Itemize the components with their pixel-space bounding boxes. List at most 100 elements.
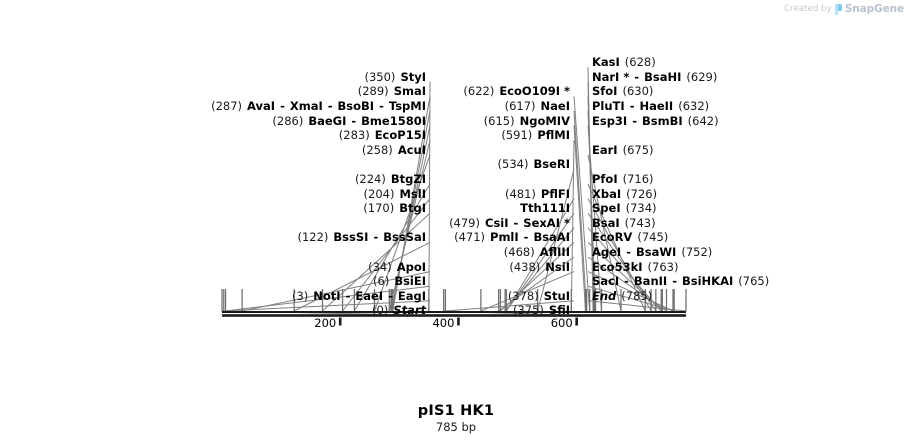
site-label-481-21[interactable]: (481) PflFI [0,186,570,201]
enzyme-name[interactable]: ApoI [396,259,426,274]
enzyme-name[interactable]: SfiI [548,303,570,318]
site-label-617-25[interactable]: (617) NaeI [0,100,570,113]
enzyme-name[interactable]: BsaAI [533,230,570,245]
site-label-726-34[interactable]: XbaI (726) [592,186,657,201]
enzyme-name[interactable]: Bme1580I [361,113,426,128]
site-label-438-16[interactable]: (438) NsiI [0,259,570,274]
enzyme-name[interactable]: SmaI [393,84,426,99]
site-label-468-17[interactable]: (468) AflIII [0,246,570,259]
enzyme-name[interactable]: BanII [633,274,668,289]
enzyme-name[interactable]: StuI [543,288,570,303]
site-label-675-32[interactable]: EarI (675) [592,142,654,157]
site-label-630-29[interactable]: SfoI (630) [592,85,653,98]
enzyme-name[interactable]: PflFI [540,186,570,201]
enzyme-name[interactable]: AcuI [397,142,426,157]
site-label-0-0[interactable]: (0) Start [0,304,426,317]
site-label-629-28[interactable]: NarI * - BsaHI (629) [592,69,717,84]
site-label-743-36[interactable]: BsaI (743) [592,215,656,230]
site-label-471-18[interactable]: (471) PmlI - BsaAI [0,231,570,244]
enzyme-name[interactable]: SfoI [592,84,618,99]
enzyme-name[interactable]: SexAI * [523,215,570,230]
enzyme-name[interactable]: NgoMIV [519,113,570,128]
enzyme-name[interactable]: BsmBI [642,113,683,128]
enzyme-name[interactable]: BsiEI [394,274,426,289]
enzyme-name[interactable]: EagI [397,288,426,303]
enzyme-name[interactable]: Start [393,303,426,318]
enzyme-name[interactable]: BsaI [592,215,620,230]
site-label-479-19[interactable]: (479) CsiI - SexAI * [0,215,570,230]
enzyme-name[interactable]: BtgZI [390,172,426,186]
enzyme-name[interactable]: PfoI [592,172,618,186]
site-label-745-37[interactable]: EcoRV (745) [592,231,668,244]
enzyme-name[interactable]: EaeI [355,288,384,303]
site-label-34-3[interactable]: (34) ApoI [0,259,426,274]
site-label-763-39[interactable]: Eco53kI (763) [592,259,678,274]
enzyme-name[interactable]: NarI * [592,69,630,84]
site-label-378-15[interactable]: (378) StuI [0,288,570,303]
site-label-765-40[interactable]: SacI - BanII - BsiHKAI (765) [592,275,769,288]
site-label-375-14[interactable]: (375) SfiI [0,304,570,317]
site-label-785-41[interactable]: End (785) [592,288,652,303]
enzyme-name[interactable]: Esp3I [592,113,628,128]
enzyme-name[interactable]: BssSI [333,230,369,245]
site-label-286-10[interactable]: (286) BaeGI - Bme1580I [0,113,426,128]
site-label-628-27[interactable]: KasI (628) [592,56,656,69]
site-label-752-38[interactable]: AgeI - BsaWI (752) [592,246,712,259]
enzyme-name[interactable]: BsaWI [636,245,677,259]
site-label-289-12[interactable]: (289) SmaI [0,85,426,98]
site-label-734-35[interactable]: SpeI (734) [592,202,657,215]
enzyme-name[interactable]: SpeI [592,201,621,216]
enzyme-name[interactable]: PluTI [592,99,625,113]
enzyme-name[interactable]: End [592,288,617,303]
enzyme-name[interactable]: BssSaI [383,230,426,245]
enzyme-name[interactable]: NaeI [540,99,570,113]
enzyme-name[interactable]: PflMI [537,128,570,143]
enzyme-name[interactable]: HaeII [639,99,674,113]
enzyme-name[interactable]: NotI [313,288,341,303]
site-label-591-23[interactable]: (591) PflMI [0,129,570,142]
enzyme-name[interactable]: SacI [592,274,620,289]
enzyme-name[interactable]: BsoBI [337,99,375,113]
enzyme-name[interactable]: AflIII [539,245,570,259]
enzyme-name[interactable]: EarI [592,142,618,157]
enzyme-name[interactable]: Eco53kI [592,259,643,274]
enzyme-name[interactable]: EcoRV [592,230,633,245]
site-label-6-2[interactable]: (6) BsiEI [0,275,426,288]
enzyme-name[interactable]: PmlI [490,230,519,245]
enzyme-name[interactable]: AvaI [247,99,276,113]
enzyme-name[interactable]: XbaI [592,186,622,201]
enzyme-name[interactable]: KasI [592,55,620,70]
site-label-622-26[interactable]: (622) EcoO109I * [0,85,570,98]
enzyme-name[interactable]: BsaHI [644,69,682,84]
enzyme-name[interactable]: AgeI [592,245,622,259]
enzyme-name[interactable]: CsiI [485,215,509,230]
site-label-170-5[interactable]: (170) BtgI [0,202,426,215]
enzyme-name[interactable]: EcoO109I * [499,84,570,99]
site-label-615-24[interactable]: (615) NgoMIV [0,113,570,128]
site-label-204-6[interactable]: (204) MslI [0,186,426,201]
enzyme-name[interactable]: NsiI [545,259,570,274]
site-position: (122) [297,230,329,245]
site-label-350-13[interactable]: (350) StyI [0,69,427,84]
site-label-283-9[interactable]: (283) EcoP15I [0,129,426,142]
site-label-481-20[interactable]: Tth111I [0,202,570,215]
site-label-642-31[interactable]: Esp3I - BsmBI (642) [592,113,719,128]
enzyme-name[interactable]: StyI [400,69,426,84]
enzyme-name[interactable]: Tth111I [520,201,570,216]
site-label-716-33[interactable]: PfoI (716) [592,173,654,186]
site-label-632-30[interactable]: PluTI - HaeII (632) [592,100,709,113]
enzyme-name[interactable]: TspMI [388,99,426,113]
enzyme-name[interactable]: BtgI [399,201,426,216]
site-label-122-4[interactable]: (122) BssSI - BssSaI [0,231,426,244]
site-label-3-1[interactable]: (3) NotI - EaeI - EagI [0,288,426,303]
enzyme-name[interactable]: XmaI [289,99,323,113]
enzyme-name[interactable]: MslI [399,186,426,201]
enzyme-name[interactable]: BaeGI [308,113,347,128]
enzyme-name[interactable]: EcoP15I [374,128,426,143]
enzyme-name[interactable]: BseRI [533,157,570,172]
site-label-287-11[interactable]: (287) AvaI - XmaI - BsoBI - TspMI [0,100,426,113]
site-label-258-8[interactable]: (258) AcuI [0,142,426,157]
enzyme-name[interactable]: BsiHKAI [681,274,734,289]
site-label-224-7[interactable]: (224) BtgZI [0,173,426,186]
site-label-534-22[interactable]: (534) BseRI [0,158,570,171]
